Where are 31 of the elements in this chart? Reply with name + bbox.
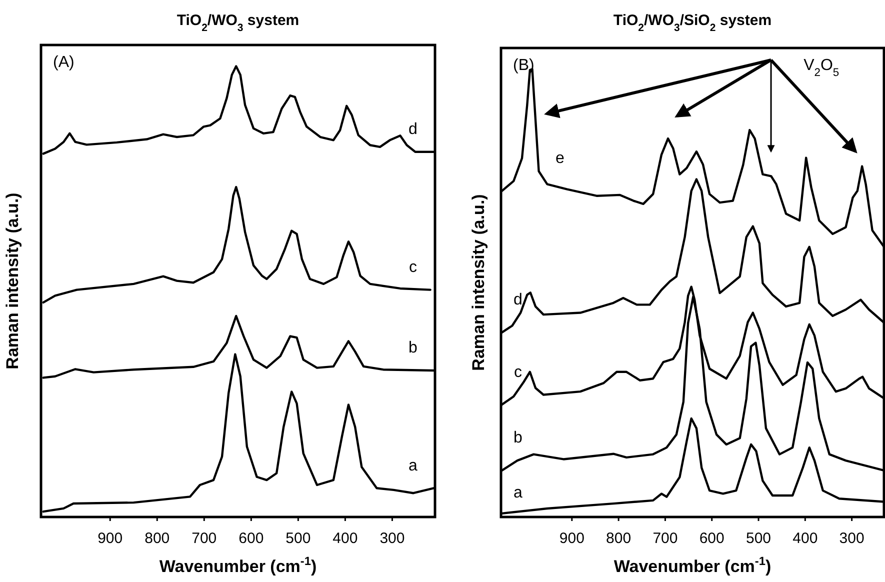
x-tick-label: 800 — [606, 530, 632, 547]
y-axis-title: Raman intensity (a.u.) — [3, 192, 22, 370]
x-tick-label: 800 — [144, 530, 170, 547]
series-label: c — [409, 259, 417, 276]
chart-title: TiO$_{2}$/WO$_{3}$ system — [176, 12, 300, 34]
series-label: b — [408, 340, 418, 357]
x-tick-label: 400 — [792, 530, 818, 547]
x-tick-label: 700 — [652, 530, 678, 547]
x-tick-label: 600 — [238, 530, 264, 547]
x-tick-label: 900 — [559, 530, 584, 547]
series-label: a — [514, 484, 523, 502]
x-tick-label: 500 — [746, 530, 772, 547]
x-tick-label: 300 — [380, 530, 405, 547]
y-axis-title: Raman intensity (a.u.) — [469, 194, 488, 371]
x-tick-label: 900 — [98, 530, 123, 547]
x-tick-label: 700 — [192, 530, 217, 547]
series-label: b — [514, 430, 523, 447]
x-tick-label: 500 — [286, 530, 311, 547]
x-axis-title: Wavenumber (cm$^{-1}$) — [614, 554, 772, 576]
series-label: d — [408, 121, 418, 138]
annotation: V$_{2}$O$_{5}$ — [804, 57, 840, 79]
series-label: c — [514, 364, 522, 381]
x-tick-label: 300 — [839, 530, 864, 547]
x-tick-label: 600 — [699, 530, 724, 547]
x-tick-label: 400 — [332, 530, 358, 547]
series-label: e — [556, 150, 565, 168]
series-label: a — [408, 457, 418, 474]
x-axis-title: Wavenumber (cm$^{-1}$) — [159, 554, 317, 576]
chart-title: TiO$_{2}$/WO$_{3}$/SiO$_{2}$ system — [613, 12, 772, 34]
annotation: (A) — [53, 54, 74, 71]
series-label: d — [514, 292, 522, 309]
